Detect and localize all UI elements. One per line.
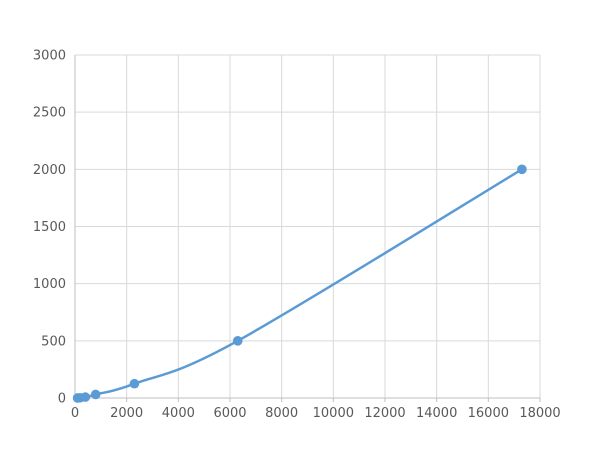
axis-lines-group	[74, 55, 540, 399]
x-tick-label: 4000	[162, 406, 195, 421]
x-tick-label: 18000	[519, 406, 560, 421]
x-tick-label: 8000	[265, 406, 298, 421]
series-group	[72, 164, 527, 403]
x-tick-label: 14000	[416, 406, 457, 421]
x-tick-label: 12000	[364, 406, 405, 421]
y-tick-label: 1000	[33, 277, 66, 292]
x-tick-label: 16000	[468, 406, 509, 421]
x-tick-label: 0	[71, 406, 79, 421]
data-point-marker	[90, 389, 101, 400]
data-point-marker	[80, 392, 91, 402]
y-tick-label: 3000	[33, 49, 66, 64]
tick-labels-group: 0 2000 4000 6000 8000 10000 12000 14000 16000 180…	[33, 49, 561, 422]
x-tick-label: 6000	[213, 406, 246, 421]
y-tick-label: 1500	[33, 220, 66, 235]
y-tick-label: 2000	[33, 163, 66, 178]
x-tick-label: 10000	[313, 406, 354, 421]
y-tick-label: 500	[41, 334, 66, 349]
y-tick-label: 2500	[33, 106, 66, 121]
data-point-marker	[129, 378, 140, 389]
data-point-marker	[517, 164, 527, 175]
data-point-marker	[232, 336, 243, 346]
x-tick-label: 2000	[110, 406, 143, 421]
y-tick-label: 0	[58, 392, 66, 407]
